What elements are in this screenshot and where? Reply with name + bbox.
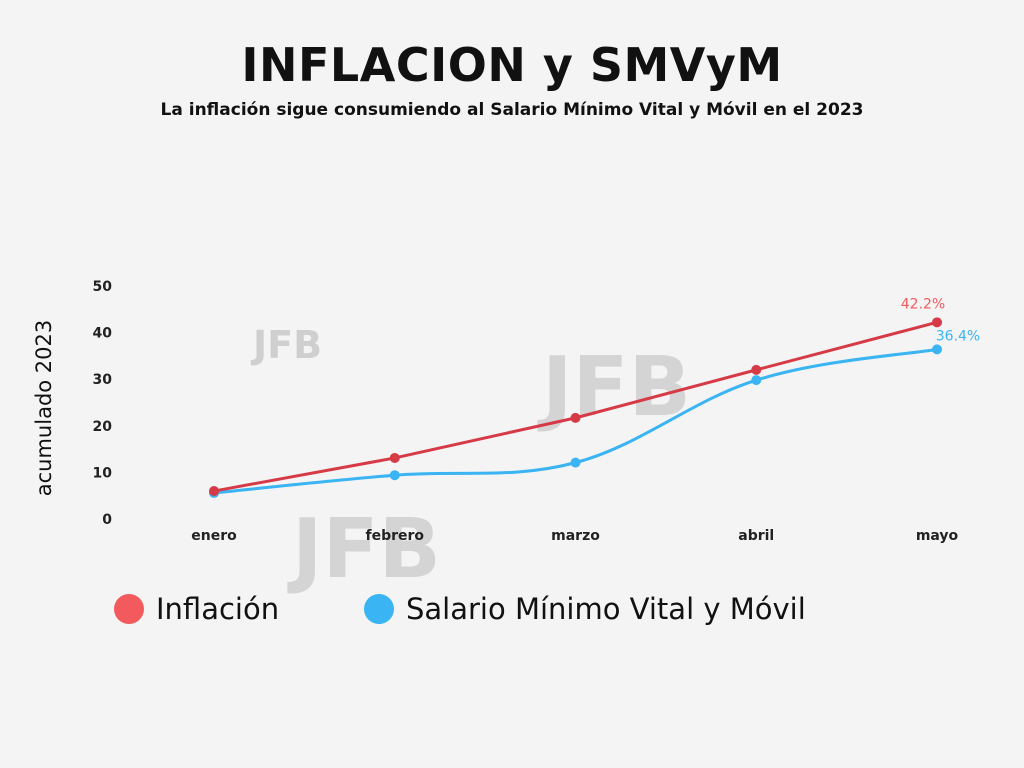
data-point-salario [570,457,581,468]
legend-salario-dot [364,594,394,624]
x-tick-label: marzo [551,528,600,544]
data-point-inflacion [389,452,400,463]
data-point-salario [389,470,400,481]
data-point-salario [932,344,942,355]
legend-salario-label: Salario Mínimo Vital y Móvil [406,592,806,626]
legend-inflacion-dot [114,594,144,624]
x-tick-label: mayo [916,528,959,544]
legend-item-salario: Salario Mínimo Vital y Móvil [364,592,806,626]
data-label-salario: 36.4% [936,328,980,344]
y-tick-label: 40 [93,326,113,342]
page-title: INFLACION y SMVyM [241,38,783,92]
y-tick-label: 20 [93,419,113,435]
x-tick-label: febrero [365,528,424,544]
y-tick-label: 30 [93,372,113,388]
x-tick-label: abril [738,528,774,544]
watermark-center: JFB [537,340,691,435]
legend-inflacion-label: Inflación [156,592,280,626]
data-point-salario [751,375,762,386]
data-point-inflacion [932,317,942,328]
watermark-bottom: JFB [287,502,441,597]
y-tick-label: 10 [93,465,113,481]
data-point-inflacion [570,412,581,423]
data-point-inflacion [751,364,762,375]
y-tick-label: 50 [93,279,113,295]
x-tick-label: enero [191,528,237,544]
data-point-inflacion [209,486,219,497]
watermark-small: JFB [250,323,322,367]
page-subtitle: La inflación sigue consumiendo al Salari… [160,100,864,120]
data-label-inflacion: 42.2% [901,296,945,312]
legend-item-inflacion: Inflación [114,592,279,626]
y-tick-label: 0 [102,512,112,528]
